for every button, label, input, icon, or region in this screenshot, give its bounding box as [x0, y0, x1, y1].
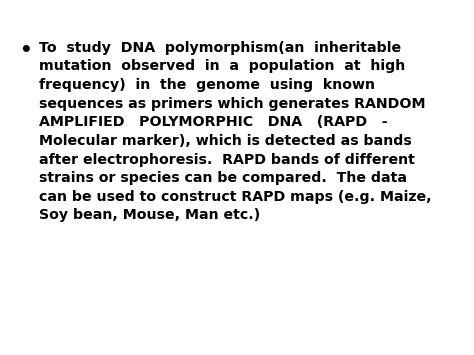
Text: To  study  DNA  polymorphism(an  inheritable
mutation  observed  in  a  populati: To study DNA polymorphism(an inheritable…: [39, 41, 431, 222]
Text: •: •: [19, 41, 32, 60]
